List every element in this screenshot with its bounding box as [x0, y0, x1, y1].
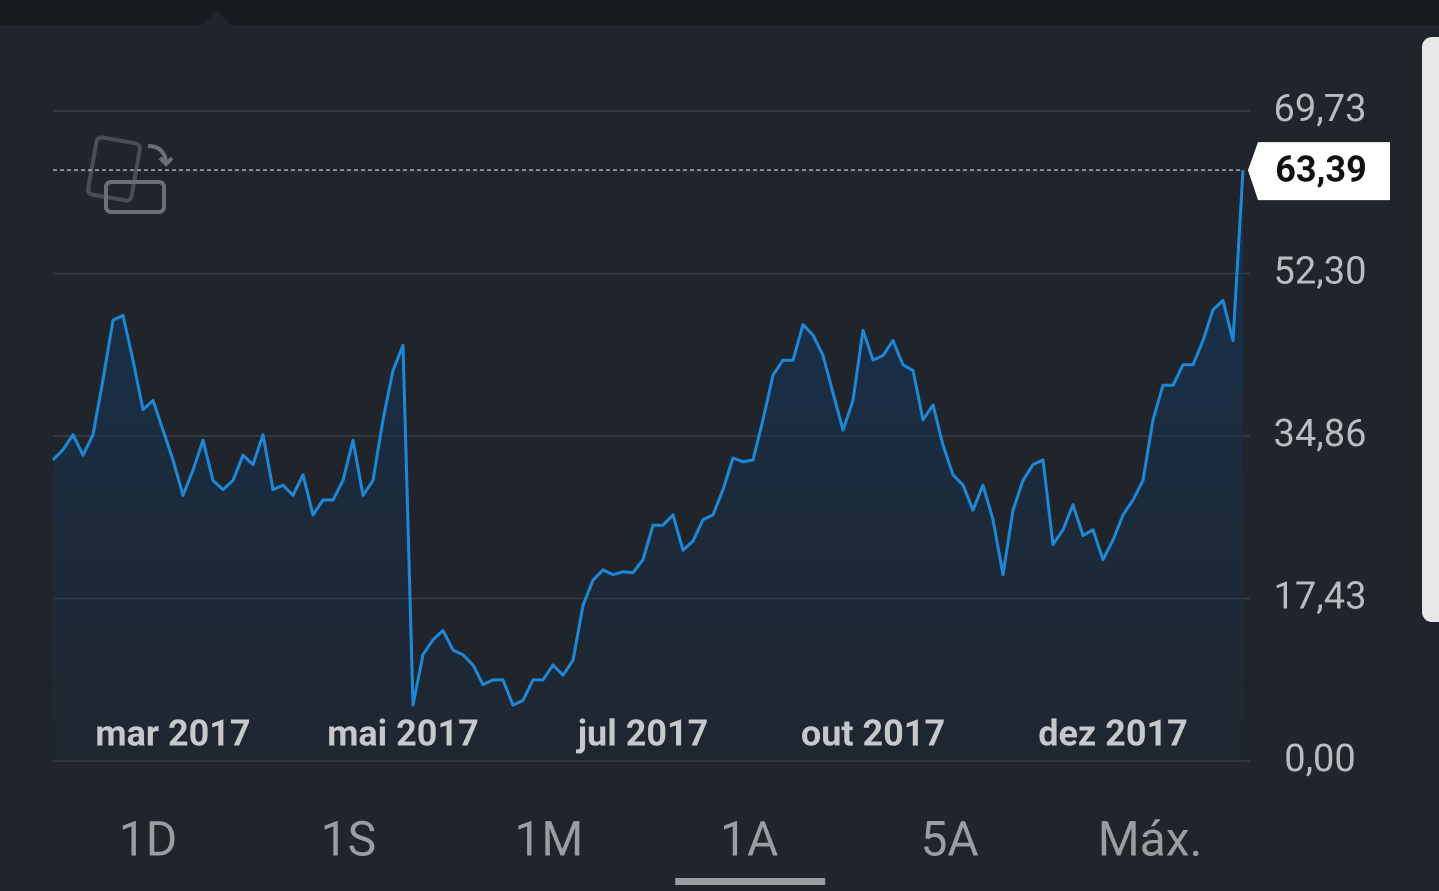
y-tick-label: 17,43 — [1274, 575, 1367, 619]
y-tick-label: 69,73 — [1274, 87, 1367, 131]
y-tick-label: 34,86 — [1274, 412, 1367, 456]
range-tab[interactable]: 1D — [119, 811, 177, 868]
y-tick-label: 0,00 — [1284, 737, 1356, 781]
y-tick-label: 52,30 — [1274, 250, 1367, 294]
area — [53, 170, 1243, 762]
price-line — [51, 170, 1245, 707]
scroll-handle[interactable] — [1422, 37, 1439, 622]
notch — [203, 10, 231, 25]
top-bar — [0, 0, 1439, 25]
current-value-box — [1248, 142, 1390, 201]
range-tab[interactable]: 1A — [720, 811, 778, 868]
range-tab[interactable]: 5A — [920, 811, 978, 868]
range-tab[interactable]: Máx. — [1098, 811, 1202, 868]
x-tick-label: dez 2017 — [1038, 713, 1188, 755]
selected-tab-indicator — [675, 878, 826, 885]
range-tab[interactable]: 1M — [514, 811, 583, 868]
range-tab[interactable]: 1S — [321, 811, 376, 868]
x-tick-label: out 2017 — [801, 713, 945, 755]
x-tick-label: mai 2017 — [327, 713, 479, 755]
x-tick-label: mar 2017 — [95, 713, 250, 755]
x-tick-label: jul 2017 — [576, 713, 709, 755]
rotate-icon — [86, 135, 174, 214]
current-value-label: 63,39 — [1275, 149, 1366, 191]
